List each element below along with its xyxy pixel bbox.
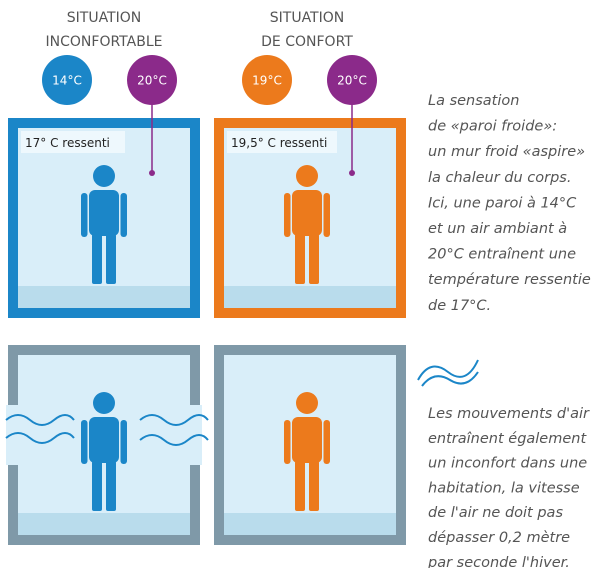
column-title: DE CONFORT bbox=[261, 34, 353, 50]
paragraph-line: de 17°C. bbox=[428, 298, 491, 314]
paragraph-line: par seconde l'hiver. bbox=[427, 555, 570, 568]
paragraph-line: la chaleur du corps. bbox=[428, 170, 571, 186]
column-title: SITUATION bbox=[270, 10, 344, 26]
paragraph-line: La sensation bbox=[428, 93, 519, 109]
paragraph-line: de «paroi froide»: bbox=[428, 119, 557, 135]
infographic: SITUATION INCONFORTABLE 14°C 20°C 17° C ress… bbox=[0, 0, 605, 568]
air-icon bbox=[418, 360, 478, 386]
paragraph-line: entraînent également bbox=[428, 431, 587, 447]
badge-label: 20°C bbox=[337, 74, 367, 88]
badge-label: 20°C bbox=[137, 74, 167, 88]
felt-temperature: 17° C ressenti bbox=[25, 136, 110, 150]
room-draught bbox=[6, 345, 208, 545]
paragraph-line: de l'air ne doit pas bbox=[428, 505, 563, 521]
felt-temperature: 19,5° C ressenti bbox=[231, 136, 327, 150]
paragraph-line: Les mouvements d'air bbox=[428, 406, 590, 422]
paragraph-line: et un air ambiant à bbox=[428, 221, 567, 237]
column-title: SITUATION bbox=[67, 10, 141, 26]
column-title: INCONFORTABLE bbox=[46, 34, 163, 50]
room-still bbox=[214, 345, 406, 545]
badge-label: 19°C bbox=[252, 74, 282, 88]
paragraph-line: un inconfort dans une bbox=[428, 456, 587, 472]
paragraph-line: habitation, la vitesse bbox=[428, 480, 580, 496]
paragraph-line: température ressentie bbox=[428, 272, 591, 288]
paragraph-line: Ici, une paroi à 14°C bbox=[428, 195, 577, 211]
badge-label: 14°C bbox=[52, 74, 82, 88]
paragraph-line: un mur froid «aspire» bbox=[428, 144, 585, 160]
paragraph-line: 20°C entraînent une bbox=[428, 247, 576, 263]
paragraph-line: dépasser 0,2 mètre bbox=[428, 530, 570, 546]
